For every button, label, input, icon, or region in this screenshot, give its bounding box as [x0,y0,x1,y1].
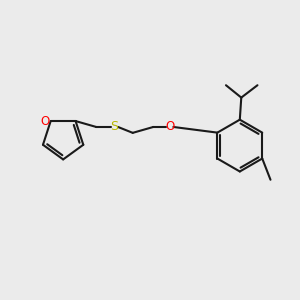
Text: S: S [110,121,118,134]
Text: O: O [41,115,50,128]
Text: O: O [165,121,174,134]
